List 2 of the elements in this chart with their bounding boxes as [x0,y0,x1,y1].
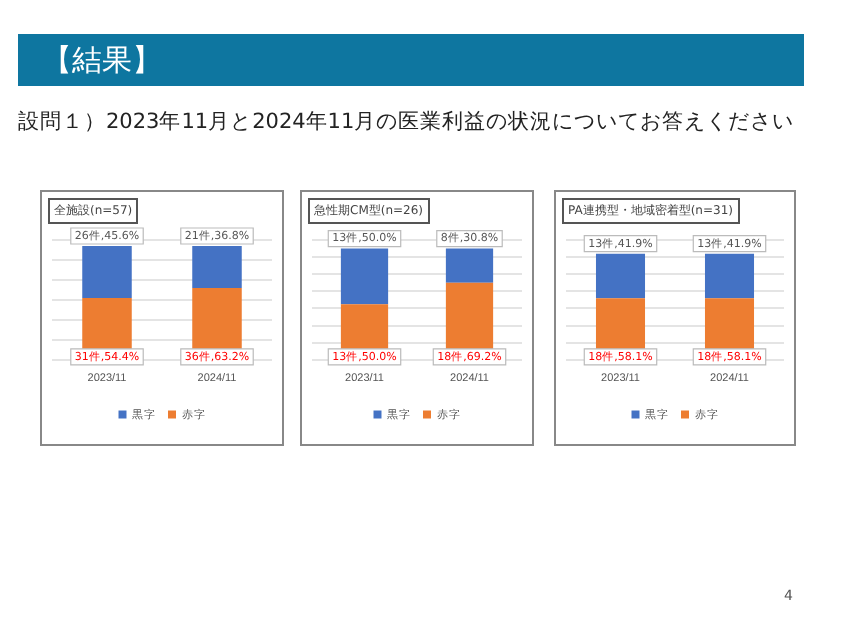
text: 【結果】 [18,34,804,86]
text: 設問１）2023年11月と2024年11月の医業利益の状況についてお答えください [18,108,795,136]
